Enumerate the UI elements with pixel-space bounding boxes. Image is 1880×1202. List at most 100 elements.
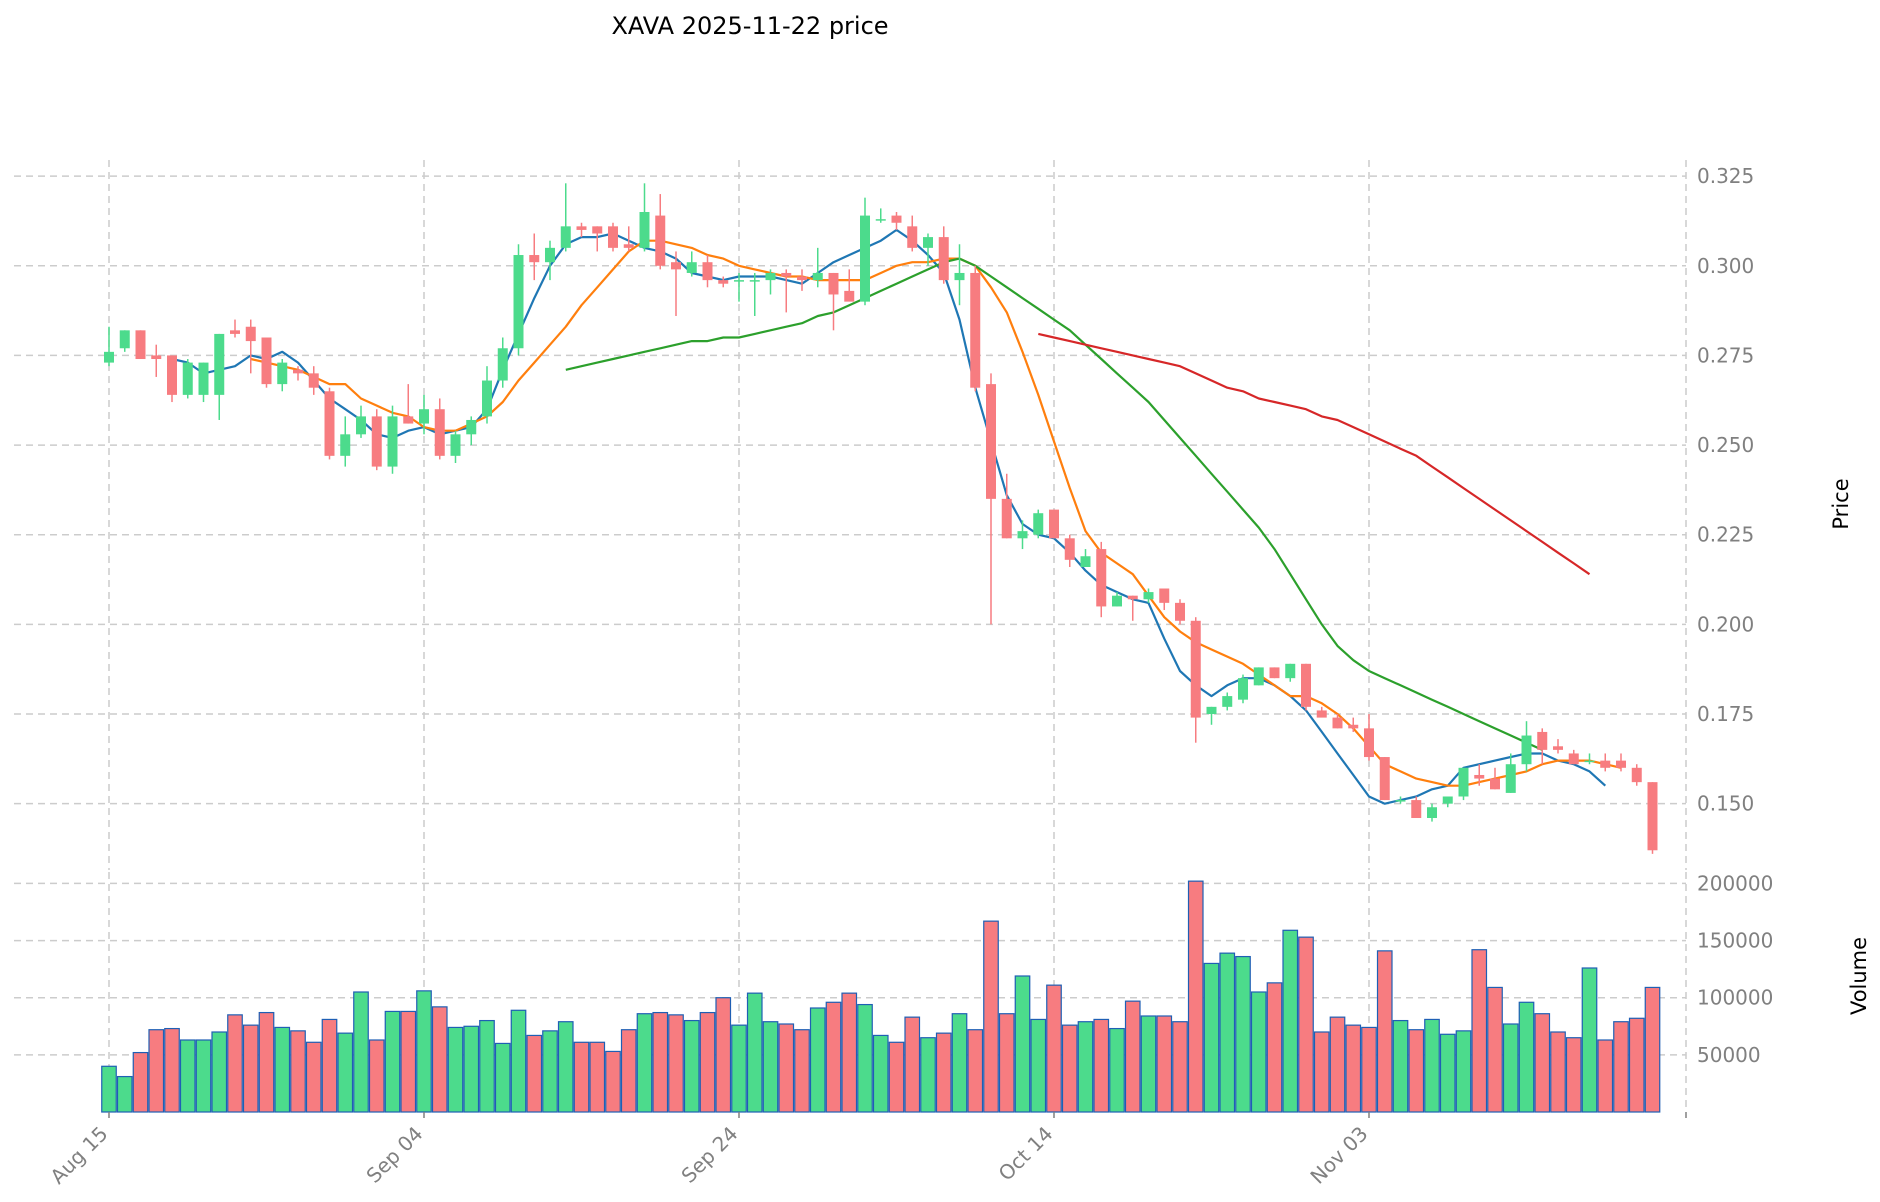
candle-body-down — [907, 226, 918, 248]
volume-bar — [1250, 991, 1267, 1113]
volume-bar — [179, 1039, 196, 1113]
volume-bars — [101, 880, 1661, 1113]
volume-bar — [384, 1010, 401, 1113]
volume-bar — [1644, 986, 1661, 1113]
volume-bar — [1613, 1021, 1629, 1113]
candle-body-up — [1584, 760, 1595, 763]
volume-bar — [888, 1041, 905, 1113]
candle-body-down — [797, 276, 807, 281]
volume-bar — [1046, 984, 1062, 1113]
volume-bar — [1187, 880, 1204, 1113]
volume-bar — [1298, 936, 1314, 1113]
candle-body-down — [167, 355, 177, 395]
candle-body-up — [1143, 592, 1154, 600]
volume-bar — [1109, 1027, 1125, 1113]
candle-body-down — [245, 326, 256, 342]
candle-body-up — [1033, 513, 1044, 535]
volume-bar — [920, 1037, 936, 1113]
price-tick-label: 0.325 — [1697, 164, 1754, 188]
ma-line — [565, 257, 1543, 751]
volume-bar — [1487, 986, 1503, 1113]
volume-bar — [1408, 1029, 1425, 1113]
candle-body-down — [1001, 498, 1012, 539]
candle-body-down — [1049, 509, 1059, 539]
candle-body-up — [954, 272, 965, 281]
candle-body-up — [1112, 595, 1122, 607]
volume-bar — [211, 1031, 228, 1113]
candle-body-down — [1647, 782, 1658, 851]
candle-body-down — [230, 330, 240, 334]
chart-title: XAVA 2025-11-22 price — [611, 12, 888, 40]
candle-body-down — [844, 290, 855, 302]
candle-body-down — [1096, 549, 1107, 607]
volume-bar — [1203, 962, 1220, 1113]
volume-bar — [1565, 1037, 1582, 1113]
volume-bar — [746, 992, 763, 1113]
candle-body-up — [198, 362, 209, 395]
candle-body-up — [1285, 663, 1296, 679]
volume-bar — [935, 1032, 952, 1113]
price-tick-label: 0.250 — [1697, 433, 1754, 457]
candle-body-down — [261, 337, 272, 385]
ma-line — [171, 228, 1607, 805]
candlesticks — [104, 183, 1658, 854]
date-tick-label: Oct 14 — [994, 1122, 1058, 1186]
volume-bar — [998, 1013, 1015, 1113]
volume-bar — [479, 1019, 495, 1113]
candle-body-down — [970, 272, 981, 388]
candle-body-up — [277, 362, 288, 385]
candle-body-up — [387, 416, 398, 467]
volume-bar — [1235, 955, 1251, 1113]
volume-bar — [1502, 1023, 1519, 1113]
volume-tick-label: 50000 — [1697, 1043, 1761, 1067]
volume-bar — [668, 1014, 684, 1113]
volume-bar — [699, 1011, 716, 1113]
candle-body-up — [497, 348, 508, 381]
candle-body-up — [639, 211, 650, 248]
candle-body-down — [1159, 588, 1170, 603]
volume-bar — [195, 1039, 212, 1113]
volume-bar — [872, 1034, 889, 1113]
volume-bar — [1534, 1013, 1551, 1113]
candle-body-down — [135, 330, 146, 360]
volume-bar — [1392, 1019, 1409, 1113]
candle-body-down — [828, 272, 839, 295]
candle-body-down — [938, 237, 949, 281]
candle-body-down — [151, 355, 162, 360]
candle-body-down — [1616, 760, 1626, 768]
price-tick-label: 0.225 — [1697, 523, 1754, 547]
candle-body-up — [1395, 800, 1406, 802]
price-tick-label: 0.275 — [1697, 343, 1754, 367]
candle-body-up — [104, 351, 114, 363]
volume-bar — [1329, 1016, 1346, 1113]
candle-body-down — [592, 226, 603, 234]
volume-tick-label: 100000 — [1697, 986, 1773, 1010]
candle-body-up — [450, 434, 461, 456]
volume-bar — [683, 1019, 700, 1113]
volume-bar — [242, 1024, 259, 1113]
candle-body-down — [608, 226, 618, 248]
volume-bar — [1439, 1033, 1456, 1113]
volume-bar — [258, 1011, 275, 1113]
volume-bar — [1471, 949, 1488, 1113]
volume-bar — [1172, 1021, 1188, 1113]
volume-bar — [353, 991, 369, 1113]
volume-bar — [652, 1011, 669, 1113]
candle-body-up — [812, 272, 823, 281]
candle-body-down — [529, 255, 540, 263]
price-tick-label: 0.300 — [1697, 254, 1754, 278]
volume-bar — [636, 1013, 653, 1113]
volume-bar — [1124, 1000, 1141, 1113]
candle-body-up — [1222, 696, 1233, 707]
volume-bar — [1282, 929, 1299, 1113]
candle-body-down — [293, 369, 303, 374]
candle-body-down — [1127, 595, 1138, 600]
volume-bar — [526, 1034, 543, 1113]
volume-bar — [368, 1039, 385, 1113]
volume-bar — [1156, 1015, 1173, 1113]
candle-body-up — [1427, 807, 1437, 819]
volume-bar — [447, 1026, 464, 1113]
moving-average-lines — [171, 228, 1622, 805]
candle-body-down — [576, 226, 587, 230]
candle-body-down — [1364, 728, 1374, 758]
